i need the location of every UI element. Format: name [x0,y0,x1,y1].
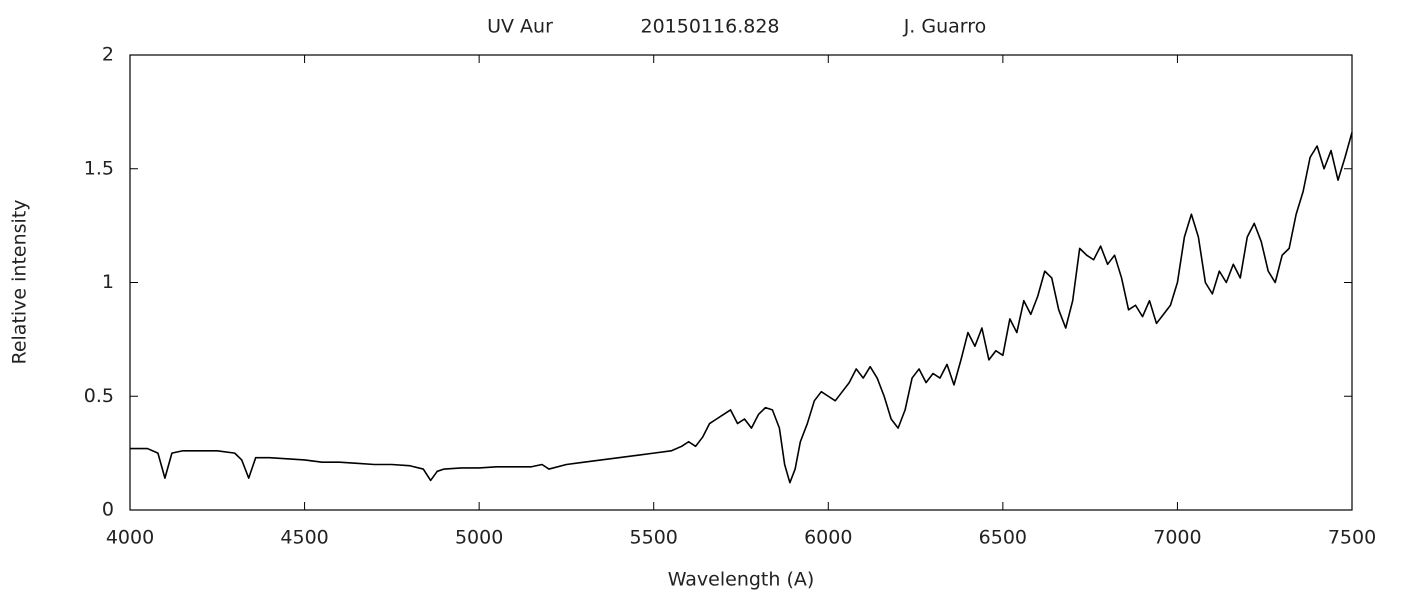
x-tick-label: 4000 [106,527,154,549]
spectrum-line [130,132,1353,484]
chart-title: UV Aur [487,16,553,38]
chart-date: 20150116.828 [640,16,779,38]
x-tick-label: 5500 [630,527,678,549]
x-tick-label: 7000 [1153,527,1201,549]
x-tick-label: 6000 [804,527,852,549]
x-tick-label: 4500 [280,527,328,549]
y-tick-label: 2 [102,44,114,66]
y-tick-label: 0 [102,499,114,521]
chart-observer: J. Guarro [903,16,987,38]
y-axis-label: Relative intensity [9,199,31,364]
x-tick-label: 6500 [979,527,1027,549]
x-axis-label: Wavelength (A) [668,569,815,591]
x-tick-label: 5000 [455,527,503,549]
y-tick-label: 1.5 [84,157,114,179]
plot-frame [129,54,1353,511]
x-tick-label: 7500 [1328,527,1376,549]
y-tick-label: 1 [102,271,114,293]
y-tick-label: 0.5 [84,385,114,407]
